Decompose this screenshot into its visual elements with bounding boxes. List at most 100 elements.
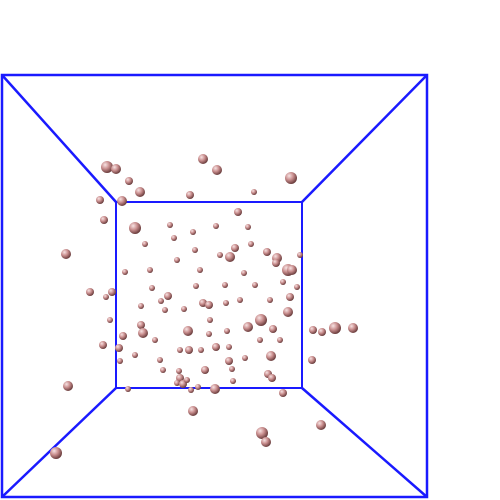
particle (198, 154, 208, 164)
particle (138, 303, 144, 309)
particle (248, 241, 254, 247)
particle (61, 249, 71, 259)
particle (268, 374, 276, 382)
particle (198, 347, 204, 353)
particle (152, 337, 158, 343)
box-edge-top-left (1, 74, 117, 203)
particle (174, 380, 180, 386)
particle (226, 344, 232, 350)
particle (158, 298, 164, 304)
particle (212, 343, 220, 351)
particle (138, 328, 148, 338)
particle (160, 367, 166, 373)
particle (101, 161, 113, 173)
particle (129, 222, 141, 234)
particle (308, 356, 316, 364)
box-back-face (115, 201, 303, 389)
particle (176, 368, 182, 374)
particle (286, 293, 294, 301)
particle (294, 284, 300, 290)
particle (174, 257, 180, 263)
particle (171, 235, 177, 241)
particle (257, 337, 263, 343)
particle (269, 325, 277, 333)
particle (245, 224, 251, 230)
particle (167, 222, 173, 228)
particle (149, 285, 155, 291)
particle (283, 307, 293, 317)
particle (261, 437, 271, 447)
particle (176, 374, 184, 382)
particle (117, 358, 123, 364)
particle (318, 328, 326, 336)
particle (119, 332, 127, 340)
particle (183, 326, 193, 336)
particle (192, 247, 198, 253)
particle (185, 346, 193, 354)
particle (205, 301, 213, 309)
box-edge-top-right (301, 74, 428, 203)
particle (181, 306, 187, 312)
particle (107, 317, 113, 323)
particle (256, 427, 268, 439)
box-edge-bottom-left (1, 387, 117, 498)
particle (234, 208, 242, 216)
particle (184, 377, 190, 383)
particle (100, 216, 108, 224)
particle (177, 347, 183, 353)
particle (50, 447, 62, 459)
particle (147, 267, 153, 273)
particle (210, 384, 220, 394)
particle (117, 196, 127, 206)
particle (125, 177, 133, 185)
box-front-face (0, 73, 429, 499)
particle (224, 328, 230, 334)
particle (272, 259, 280, 267)
particle (157, 357, 163, 363)
particle (255, 314, 267, 326)
particle (125, 386, 131, 392)
particle (225, 357, 233, 365)
simulation-box-wireframe (0, 73, 429, 499)
particle (277, 337, 283, 343)
particle (207, 317, 213, 323)
particle (223, 300, 229, 306)
particle (188, 406, 198, 416)
particle (287, 265, 297, 275)
particle (63, 381, 73, 391)
particle (329, 322, 341, 334)
particle (230, 378, 236, 384)
particle (201, 366, 209, 374)
particle (193, 283, 199, 289)
particle (197, 267, 203, 273)
particle (108, 288, 116, 296)
particle (309, 326, 317, 334)
particle (237, 297, 243, 303)
particle (285, 172, 297, 184)
particle (186, 191, 194, 199)
particle (103, 294, 109, 300)
particle (279, 389, 287, 397)
particle (297, 252, 303, 258)
particle (162, 307, 168, 313)
particle (266, 351, 276, 361)
particle (137, 321, 145, 329)
particle (280, 279, 286, 285)
particle (225, 252, 235, 262)
particle (164, 292, 172, 300)
particle (212, 165, 222, 175)
particle (217, 252, 223, 258)
particle (252, 282, 258, 288)
particle (122, 269, 128, 275)
particle (195, 384, 201, 390)
particle (267, 297, 273, 303)
particle (132, 352, 138, 358)
particle (263, 248, 271, 256)
particle (99, 341, 107, 349)
particle (316, 420, 326, 430)
particle (213, 223, 219, 229)
particle (135, 187, 145, 197)
particle (142, 241, 148, 247)
